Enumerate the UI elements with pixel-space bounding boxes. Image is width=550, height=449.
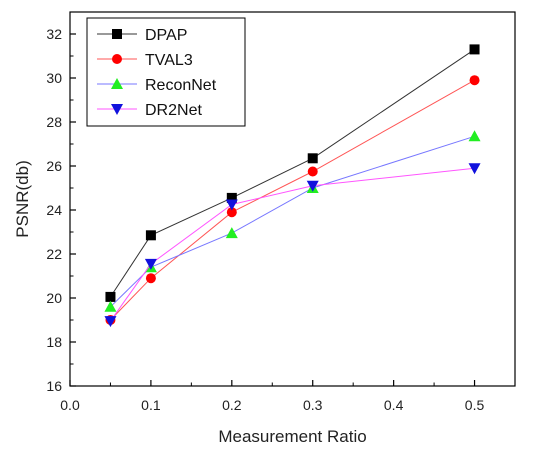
plot-frame <box>69 11 516 387</box>
data-point-dpap <box>145 230 156 241</box>
x-tick-label: 0.4 <box>384 397 404 413</box>
legend-item-tval3: TVAL3 <box>97 52 193 69</box>
y-tick-label: 18 <box>46 334 62 350</box>
data-point-tval3 <box>469 75 480 86</box>
data-point-dpap <box>226 192 237 203</box>
data-point-dr2net <box>306 180 319 192</box>
x-tick-label: 0.2 <box>222 397 242 413</box>
y-tick-label: 22 <box>46 246 62 262</box>
x-tick-label: 0.5 <box>465 397 485 413</box>
y-tick-label: 24 <box>46 202 62 218</box>
legend-label-reconnet: ReconNet <box>145 77 217 94</box>
y-tick-label: 28 <box>46 114 62 130</box>
legend-marker-reconnet <box>111 78 123 89</box>
series-layer <box>104 44 481 328</box>
data-point-tval3 <box>226 207 237 218</box>
legend-marker-dpap <box>112 29 122 39</box>
x-tick-label: 0.3 <box>303 397 323 413</box>
y-axis-title: PSNR(db) <box>13 160 32 237</box>
legend-label-dpap: DPAP <box>145 27 187 44</box>
legend-label-tval3: TVAL3 <box>145 52 193 69</box>
tick-labels: 0.0 0.1 0.2 0.3 0.4 0.5 16 18 20 22 24 26 28 30 32 <box>46 26 484 413</box>
y-tick-label: 20 <box>46 290 62 306</box>
series-reconnet <box>104 130 481 312</box>
legend-item-dpap: DPAP <box>97 27 187 44</box>
series-dr2net <box>104 163 481 328</box>
y-tick-label: 32 <box>46 26 62 42</box>
y-tick-label: 30 <box>46 70 62 86</box>
legend-marker-dr2net <box>111 104 123 115</box>
data-point-reconnet <box>468 130 481 142</box>
legend-marker-tval3 <box>112 54 122 64</box>
legend-item-dr2net: DR2Net <box>97 102 202 119</box>
data-point-dr2net <box>104 316 117 328</box>
legend: DPAP TVAL3 ReconNet DR2Net <box>86 17 246 127</box>
x-axis-title: Measurement Ratio <box>218 427 366 446</box>
data-point-reconnet <box>225 227 238 239</box>
data-point-dpap <box>307 153 318 164</box>
data-point-dpap <box>105 291 116 302</box>
data-point-reconnet <box>104 300 117 312</box>
legend-item-reconnet: ReconNet <box>97 77 217 94</box>
y-tick-label: 16 <box>46 378 62 394</box>
series-dpap <box>105 44 480 302</box>
data-point-dr2net <box>144 258 157 270</box>
data-point-tval3 <box>145 273 156 284</box>
series-line-reconnet <box>110 135 475 308</box>
data-point-dr2net <box>225 199 238 211</box>
data-point-dr2net <box>468 163 481 175</box>
legend-label-dr2net: DR2Net <box>145 102 202 119</box>
x-tick-label: 0.1 <box>141 397 161 413</box>
series-line-dr2net <box>110 167 475 322</box>
data-point-tval3 <box>307 166 318 177</box>
data-point-dpap <box>469 44 480 55</box>
y-tick-label: 26 <box>46 158 62 174</box>
x-tick-label: 0.0 <box>60 397 80 413</box>
